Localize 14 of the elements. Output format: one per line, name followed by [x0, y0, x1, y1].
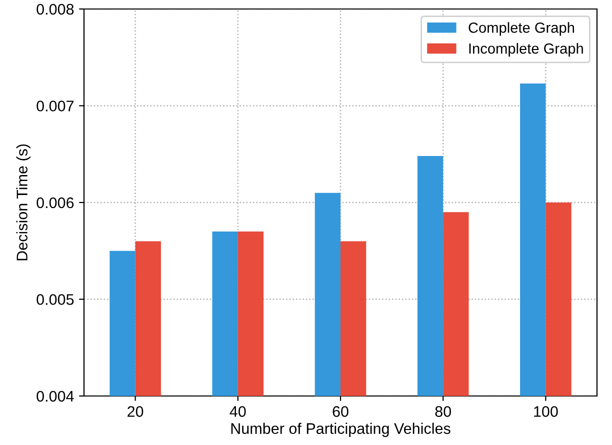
x-tick-label: 100 [534, 406, 558, 417]
y-tick-label: 0.008 [36, 4, 74, 15]
x-tick-label: 80 [435, 406, 451, 417]
y-axis-title: Decision Time (s) [16, 144, 30, 260]
x-axis-title: Number of Participating Vehicles [231, 422, 450, 437]
x-tick-label: 60 [332, 406, 348, 417]
legend-label: Complete Graph [468, 22, 574, 36]
y-tick-label: 0.004 [36, 390, 74, 402]
legend-label: Incomplete Graph [469, 43, 583, 57]
x-tick-label: 20 [128, 406, 144, 417]
y-tick-label: 0.005 [36, 294, 74, 305]
y-tick-label: 0.006 [36, 197, 74, 208]
x-tick-label: 40 [230, 406, 246, 417]
y-tick-label: 0.007 [36, 100, 74, 112]
